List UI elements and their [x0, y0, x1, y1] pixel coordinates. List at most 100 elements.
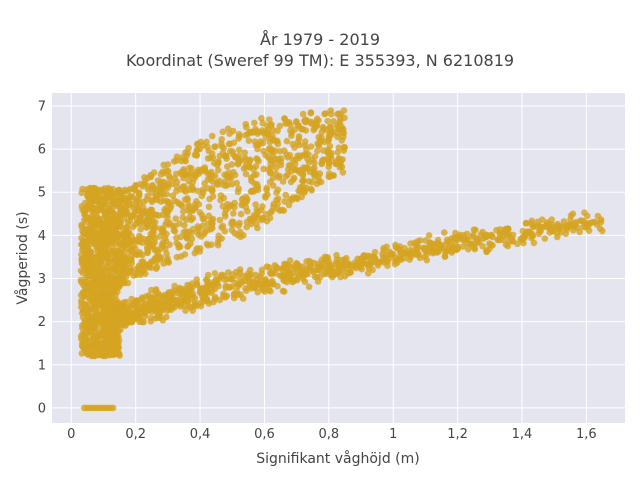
data-point-2591 — [242, 204, 250, 211]
data-point-2810 — [127, 257, 134, 264]
data-point-2804 — [231, 171, 239, 179]
data-point-894 — [108, 275, 115, 282]
data-point-1671 — [502, 241, 510, 248]
data-point-1764 — [489, 242, 496, 249]
data-point-2716 — [171, 222, 179, 230]
data-point-2737 — [168, 180, 176, 188]
data-point-2859 — [119, 245, 126, 253]
data-point-2098 — [314, 147, 321, 155]
data-point-1607 — [284, 265, 291, 273]
data-point-1811 — [171, 304, 178, 311]
y-tick-labels: 0 1 2 3 4 5 6 7 — [38, 99, 46, 416]
data-point-1751 — [572, 220, 579, 228]
data-point-1600 — [542, 222, 550, 229]
data-point-1660 — [290, 262, 298, 270]
data-point-2146 — [274, 186, 282, 193]
data-point-2402 — [336, 120, 343, 127]
data-point-1865 — [272, 269, 279, 277]
data-point-2693 — [181, 251, 189, 258]
data-point-2622 — [281, 147, 288, 154]
data-point-2658 — [263, 217, 271, 225]
x-axis-label: Signifikant våghöjd (m) — [256, 450, 419, 467]
data-point-2608 — [209, 178, 217, 185]
data-point-2644 — [215, 232, 222, 240]
data-point-2750 — [205, 212, 213, 220]
data-points — [77, 107, 606, 412]
data-point-2670 — [163, 204, 170, 212]
data-point-2747 — [181, 169, 188, 177]
data-point-2559 — [253, 155, 260, 162]
data-point-1749 — [367, 253, 374, 260]
data-point-1679 — [409, 250, 417, 258]
data-point-2837 — [123, 195, 131, 203]
data-point-1888 — [271, 262, 279, 269]
data-point-2803 — [208, 220, 216, 228]
data-point-2869 — [185, 177, 192, 185]
data-point-898 — [78, 251, 85, 258]
data-point-2833 — [269, 132, 276, 139]
data-point-867 — [90, 223, 98, 231]
data-point-1797 — [360, 259, 367, 267]
data-point-1781 — [185, 302, 193, 310]
data-point-2885 — [181, 196, 189, 203]
data-point-2662 — [250, 215, 258, 223]
data-point-2784 — [262, 211, 270, 218]
data-point-1812 — [146, 295, 154, 303]
data-point-840 — [94, 292, 101, 300]
data-point-2876 — [326, 130, 334, 137]
data-point-2437 — [219, 222, 227, 230]
y-tick-label-7: 7 — [38, 99, 46, 114]
data-point-2842 — [300, 177, 308, 185]
data-point-1702 — [509, 237, 516, 245]
data-point-892 — [79, 206, 86, 214]
data-point-2707 — [261, 128, 269, 136]
data-point-2698 — [162, 245, 169, 253]
data-point-2178 — [274, 205, 281, 213]
data-point-2777 — [136, 249, 143, 256]
data-point-2796 — [203, 240, 211, 248]
data-point-836 — [91, 233, 99, 240]
data-point-2811 — [268, 207, 276, 215]
data-point-2701 — [227, 202, 234, 209]
data-point-821 — [95, 276, 103, 284]
data-point-822 — [109, 227, 117, 234]
data-point-1837 — [366, 260, 373, 267]
data-point-2899 — [147, 209, 155, 216]
data-point-1212 — [211, 270, 219, 277]
data-point-607 — [93, 217, 101, 224]
data-point-2820 — [253, 181, 261, 188]
data-point-2265 — [243, 223, 250, 231]
data-point-1745 — [200, 298, 207, 305]
data-point-2692 — [201, 168, 209, 175]
data-point-2481 — [185, 242, 192, 249]
data-point-1681 — [423, 256, 431, 264]
data-point-883 — [87, 255, 95, 263]
y-tick-label-4: 4 — [38, 229, 46, 244]
data-point-1842 — [234, 273, 241, 280]
data-point-1643 — [599, 227, 606, 235]
data-point-729 — [109, 196, 116, 203]
data-point-1836 — [145, 301, 153, 308]
data-point-2561 — [311, 164, 318, 172]
data-point-2874 — [206, 195, 213, 203]
data-point-878 — [91, 352, 98, 360]
data-point-1725 — [463, 230, 471, 238]
data-point-2651 — [216, 216, 224, 224]
data-point-1885 — [396, 243, 404, 250]
data-point-763 — [91, 304, 99, 312]
data-point-868 — [108, 264, 115, 272]
data-point-2375 — [173, 187, 180, 195]
data-point-1574 — [239, 295, 247, 302]
data-point-546 — [86, 306, 93, 313]
data-point-2617 — [315, 142, 323, 150]
data-point-1758 — [147, 314, 155, 322]
data-point-766 — [90, 184, 98, 192]
data-point-2562 — [258, 206, 265, 214]
data-point-2752 — [117, 222, 124, 230]
data-point-1718 — [193, 276, 200, 283]
data-point-1863 — [178, 290, 185, 298]
data-point-2361 — [254, 145, 261, 153]
data-point-1820 — [306, 263, 314, 271]
data-point-1845 — [184, 296, 191, 303]
data-point-1891 — [102, 322, 110, 329]
